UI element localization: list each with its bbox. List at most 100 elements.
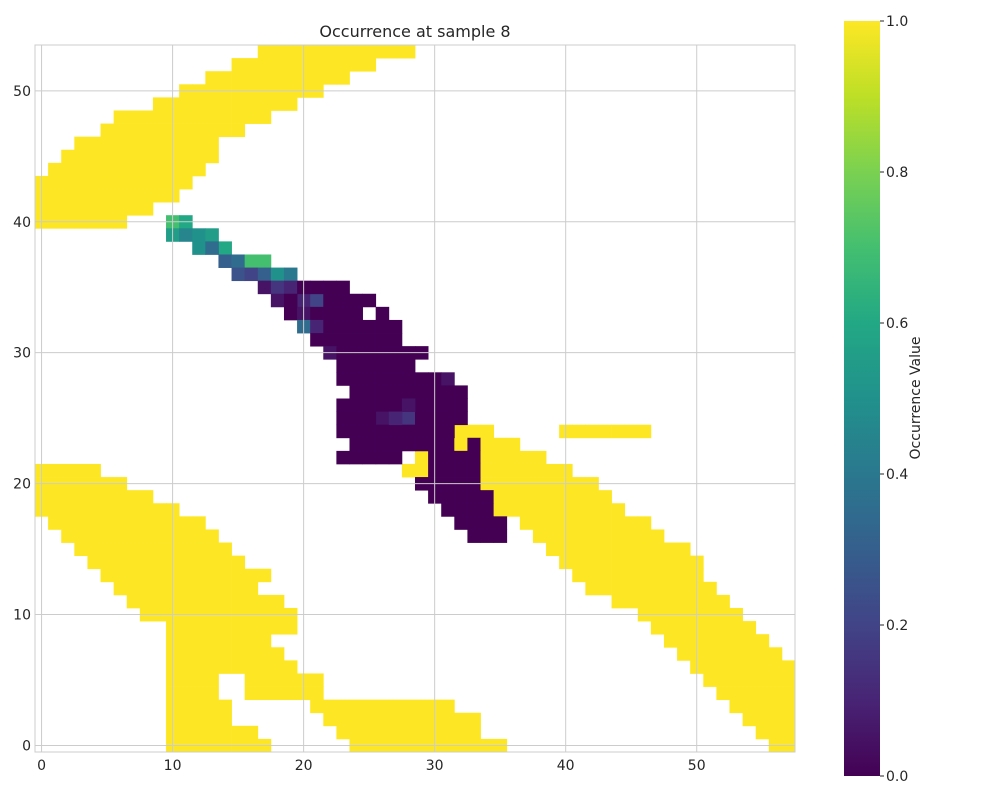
heatmap-cell — [179, 162, 193, 177]
heatmap-cell — [244, 267, 259, 282]
heatmap-cell — [336, 411, 350, 426]
heatmap-cell — [611, 542, 626, 557]
heatmap-cell — [257, 673, 272, 687]
heatmap-cell — [113, 529, 128, 543]
heatmap-cell — [244, 634, 259, 648]
heatmap-cell — [362, 293, 377, 308]
heatmap-cell — [87, 555, 101, 570]
heatmap-cell — [192, 555, 206, 570]
heatmap-cell — [703, 660, 717, 674]
heatmap-cell — [152, 189, 167, 203]
heatmap-cell — [375, 45, 390, 59]
heatmap-cell — [87, 175, 101, 190]
heatmap-cell — [218, 712, 232, 727]
heatmap-cell — [388, 359, 403, 373]
heatmap-cell — [349, 58, 363, 72]
heatmap-cell — [375, 385, 390, 399]
heatmap-cell — [362, 333, 377, 347]
heatmap-cell — [598, 529, 612, 543]
heatmap-cell — [362, 398, 377, 412]
heatmap-cell — [388, 45, 403, 59]
heatmap-cell — [205, 123, 219, 138]
x-tick-label: 50 — [688, 758, 706, 774]
heatmap-cell — [519, 503, 534, 517]
heatmap-cell — [270, 58, 285, 72]
heatmap-cell — [126, 175, 141, 190]
colorbar-label: Occurrence Value — [908, 337, 924, 460]
heatmap-cell — [441, 490, 455, 504]
heatmap-cell — [283, 293, 298, 308]
heatmap-cell — [401, 45, 416, 59]
heatmap-cell — [493, 437, 508, 452]
heatmap-cell — [349, 45, 363, 59]
heatmap-cell — [270, 621, 285, 635]
heatmap-cell — [205, 673, 219, 687]
heatmap-cell — [729, 673, 743, 687]
heatmap-cell — [205, 686, 219, 701]
heatmap-cell — [677, 555, 691, 570]
heatmap-cell — [310, 686, 324, 701]
heatmap-cell — [100, 568, 115, 583]
heatmap-cell — [310, 306, 324, 321]
heatmap-cell — [179, 149, 193, 164]
heatmap-cell — [192, 516, 206, 530]
heatmap-cell — [349, 411, 363, 426]
heatmap-cell — [218, 634, 232, 648]
heatmap-cell — [126, 162, 141, 177]
heatmap-cell — [192, 699, 206, 714]
heatmap-cell — [454, 516, 468, 530]
heatmap-cell — [572, 490, 586, 504]
heatmap-cell — [493, 529, 508, 543]
heatmap-cell — [336, 424, 350, 439]
heatmap-cell — [113, 542, 128, 557]
heatmap-cell — [205, 568, 219, 583]
heatmap-cell — [585, 516, 599, 530]
heatmap-cell — [179, 621, 193, 635]
heatmap-cell — [362, 699, 377, 714]
heatmap-cell — [598, 516, 612, 530]
heatmap-cell — [637, 581, 652, 596]
heatmap-cell — [650, 568, 665, 583]
heatmap-cell — [781, 712, 796, 727]
heatmap-cell — [703, 647, 717, 661]
heatmap-cell — [467, 529, 481, 543]
heatmap-cell — [179, 97, 193, 111]
heatmap-cell — [375, 306, 390, 321]
heatmap-cell — [192, 162, 206, 177]
heatmap-cell — [152, 529, 167, 543]
heatmap-cell — [87, 542, 101, 557]
heatmap-cell — [336, 712, 350, 727]
heatmap-cell — [270, 647, 285, 661]
heatmap-cell — [283, 673, 298, 687]
heatmap-cell — [415, 437, 429, 452]
colorbar-tick-label: 0.8 — [886, 165, 908, 181]
heatmap-cell — [663, 568, 678, 583]
heatmap-cell — [244, 71, 259, 85]
heatmap-cell — [61, 463, 75, 478]
heatmap-cell — [231, 725, 246, 740]
heatmap-cell — [415, 450, 429, 465]
heatmap-cell — [323, 319, 337, 334]
heatmap-cell — [650, 542, 665, 557]
heatmap-cell — [61, 189, 75, 203]
heatmap-cell — [519, 516, 534, 530]
colorbar-tick-label: 0.4 — [886, 467, 908, 483]
heatmap-cell — [729, 647, 743, 661]
heatmap-cell — [179, 581, 193, 596]
heatmap-cell — [388, 319, 403, 334]
heatmap-cell — [205, 110, 219, 124]
heatmap-cell — [388, 699, 403, 714]
heatmap-cell — [677, 581, 691, 596]
heatmap-cell — [48, 189, 62, 203]
heatmap-cell — [192, 228, 206, 242]
heatmap-cell — [663, 555, 678, 570]
heatmap-cell — [74, 503, 88, 517]
colorbar-tick-label: 0.0 — [886, 769, 908, 785]
colorbar-tick-label: 1.0 — [886, 14, 908, 30]
heatmap-cell — [532, 529, 547, 543]
heatmap-cell — [152, 136, 167, 151]
heatmap-cell — [493, 450, 508, 465]
heatmap-cell — [179, 568, 193, 583]
heatmap-cell — [205, 725, 219, 740]
heatmap-cell — [375, 319, 390, 334]
